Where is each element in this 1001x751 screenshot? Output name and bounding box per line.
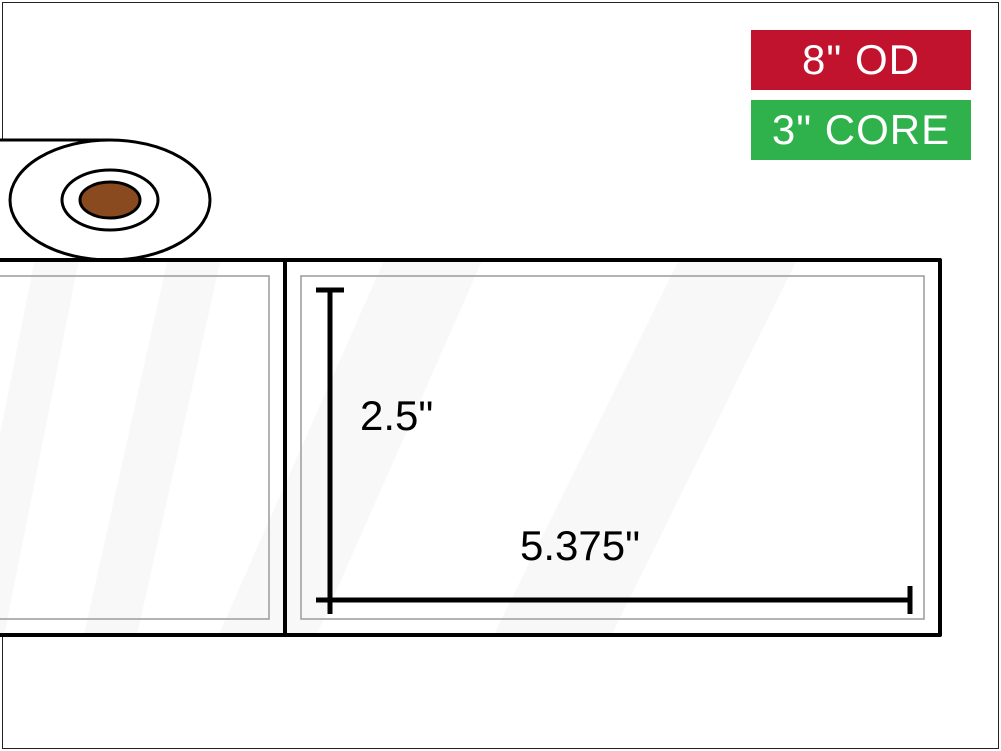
dimension-height-label: 2.5" xyxy=(360,392,433,439)
label-roll-diagram: 2.5" 5.375" xyxy=(0,0,1001,751)
dimension-width-label: 5.375" xyxy=(520,522,640,569)
